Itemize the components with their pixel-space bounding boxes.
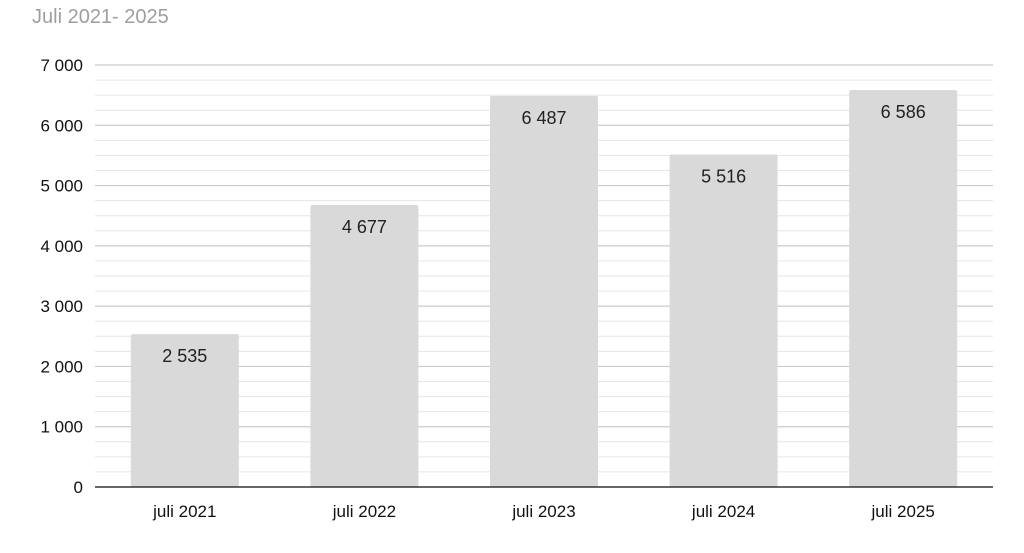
y-tick-label: 0	[74, 478, 83, 497]
data-label: 5 516	[701, 166, 746, 186]
x-tick-label: juli 2022	[332, 502, 396, 521]
x-tick-label: juli 2025	[871, 502, 935, 521]
data-label: 6 487	[521, 108, 566, 128]
data-label: 6 586	[881, 102, 926, 122]
x-tick-label: juli 2021	[152, 502, 216, 521]
y-tick-label: 6 000	[40, 116, 83, 135]
bar	[310, 205, 419, 488]
y-tick-label: 3 000	[40, 297, 83, 316]
y-tick-label: 2 000	[40, 357, 83, 376]
data-labels: 2 535 4 677 6 487 5 516 6 586	[162, 102, 925, 366]
x-tick-label: juli 2023	[511, 502, 575, 521]
x-tick-label: juli 2024	[691, 502, 755, 521]
bars	[130, 89, 958, 488]
data-label: 2 535	[162, 346, 207, 366]
x-axis-ticks: juli 2021 juli 2022 juli 2023 juli 2024 juli…	[152, 502, 935, 521]
bar	[130, 334, 239, 487]
y-tick-label: 4 000	[40, 237, 83, 256]
y-tick-label: 1 000	[40, 418, 83, 437]
y-tick-label: 5 000	[40, 177, 83, 196]
bar	[849, 89, 958, 487]
bar	[490, 95, 598, 487]
y-tick-label: 7 000	[40, 56, 83, 75]
y-axis-ticks: 0 1 000 2 000 3 000 4 000 5 000 6 000 7 000	[40, 56, 83, 497]
data-label: 4 677	[342, 217, 387, 237]
bar	[669, 154, 778, 488]
chart-title: Juli 2021- 2025	[32, 6, 169, 28]
